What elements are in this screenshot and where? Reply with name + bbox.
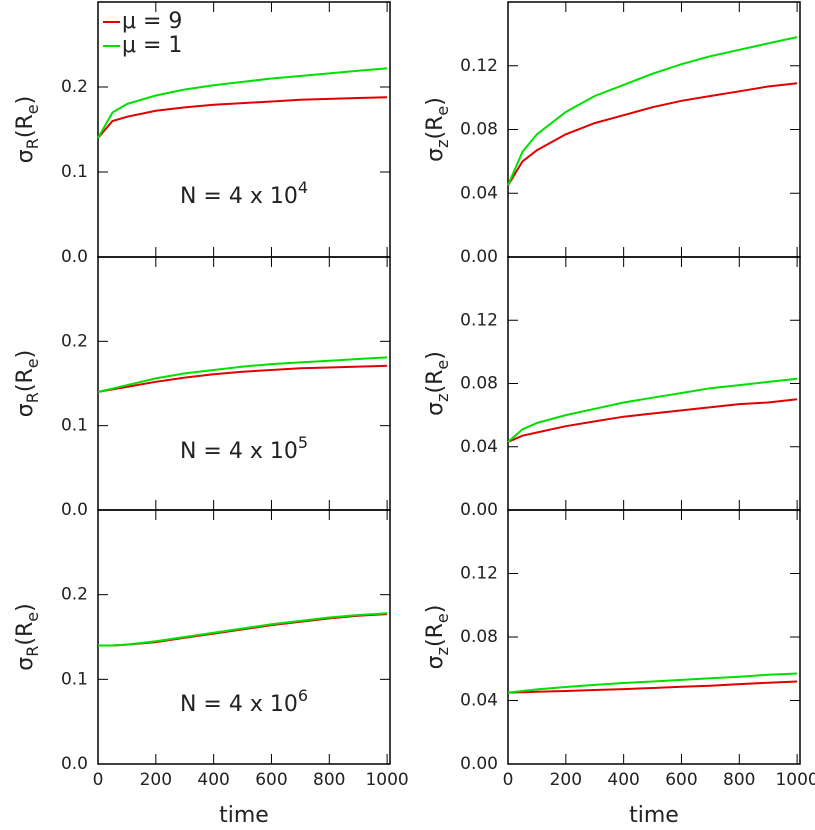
x-tick-label: 0: [503, 770, 514, 790]
annotation-part: N = 4 x 10: [180, 439, 298, 464]
y-tick-label: 0.00: [460, 500, 498, 520]
annotation-part: 6: [298, 686, 308, 705]
y-axis-label-part: R: [23, 138, 42, 149]
y-axis-label: σz(Re): [423, 351, 452, 416]
y-axis-label-part: e: [23, 104, 42, 114]
y-axis-label-part: ): [423, 351, 448, 360]
y-axis-label-part: σ: [13, 657, 38, 671]
annotation-part: 5: [298, 433, 308, 452]
y-tick-label: 0.0: [61, 500, 88, 520]
annotation: N = 4 x 105: [180, 433, 308, 465]
plot-frame: [97, 509, 391, 765]
y-tick-label: 0.08: [460, 627, 498, 647]
series-line: [97, 67, 388, 139]
x-tick-label: 200: [140, 770, 172, 790]
y-axis-label-part: σ: [423, 402, 448, 416]
y-axis-label-part: ): [423, 97, 448, 106]
y-axis-label-part: ): [13, 96, 38, 105]
legend-label: μ = 1: [122, 33, 182, 58]
y-tick-label: 0.1: [61, 669, 88, 689]
x-tick-label: 800: [723, 770, 755, 790]
annotation-part: 4: [298, 178, 308, 197]
y-axis-label-part: z: [433, 647, 452, 655]
y-tick-label: 0.04: [460, 691, 498, 711]
x-tick-label: 1000: [775, 770, 815, 790]
annotation: N = 4 x 104: [180, 178, 308, 210]
y-axis-label-part: z: [433, 393, 452, 401]
y-axis-label: σR(Re): [13, 96, 42, 163]
series-line: [507, 377, 798, 443]
y-tick-label: 0.00: [460, 754, 498, 774]
y-axis-label-part: e: [433, 360, 452, 370]
annotation: N = 4 x 106: [180, 686, 308, 718]
y-tick-label: 0.04: [460, 183, 498, 203]
y-axis-label-part: (R: [423, 370, 448, 394]
y-tick-label: 0.12: [460, 310, 498, 330]
y-axis-label: σz(Re): [423, 605, 452, 670]
y-tick-label: 0.12: [460, 56, 498, 76]
y-axis-label-part: ): [13, 603, 38, 612]
x-tick-label: 600: [665, 770, 697, 790]
series-line: [507, 672, 798, 694]
y-axis-label: σR(Re): [13, 603, 42, 670]
y-axis-label-part: e: [433, 106, 452, 116]
y-tick-label: 0.08: [460, 120, 498, 140]
series-line: [507, 36, 798, 186]
y-axis-label-part: (R: [423, 623, 448, 647]
series-line: [97, 96, 388, 139]
series-line: [97, 364, 388, 393]
series-line: [97, 356, 388, 393]
series-line: [507, 398, 798, 443]
series-line: [507, 680, 798, 694]
y-axis-label: σz(Re): [423, 97, 452, 162]
x-tick-label: 0: [93, 770, 104, 790]
y-axis-label-part: ): [13, 350, 38, 359]
x-tick-label: 800: [313, 770, 345, 790]
annotation-part: N = 4 x 10: [180, 692, 298, 717]
y-axis-label-part: σ: [13, 403, 38, 417]
x-axis-label: time: [219, 803, 269, 828]
y-axis-label-part: R: [23, 392, 42, 403]
x-axis-label: time: [629, 803, 679, 828]
x-tick-label: 400: [197, 770, 229, 790]
y-tick-label: 0.2: [61, 585, 88, 605]
y-axis-label-part: e: [23, 612, 42, 622]
y-axis-label-part: ): [423, 605, 448, 614]
y-tick-label: 0.04: [460, 437, 498, 457]
y-tick-label: 0.2: [61, 331, 88, 351]
y-tick-label: 0.1: [61, 162, 88, 182]
annotation-part: N = 4 x 10: [180, 184, 298, 209]
x-tick-label: 400: [607, 770, 639, 790]
y-axis-label-part: (R: [13, 368, 38, 392]
y-tick-label: 0.12: [460, 564, 498, 584]
plot-frame: [507, 509, 801, 765]
y-tick-label: 0.0: [61, 754, 88, 774]
y-axis-label-part: σ: [423, 148, 448, 162]
y-axis-label: σR(Re): [13, 350, 42, 417]
y-tick-label: 0.2: [61, 77, 88, 97]
x-tick-label: 600: [255, 770, 287, 790]
y-axis-label-part: R: [23, 646, 42, 657]
y-axis-label-part: (R: [13, 622, 38, 646]
x-tick-label: 200: [550, 770, 582, 790]
y-axis-label-part: (R: [13, 114, 38, 138]
y-axis-label-part: e: [433, 613, 452, 623]
y-tick-label: 0.08: [460, 374, 498, 394]
y-axis-label-part: σ: [423, 655, 448, 669]
legend-label: μ = 9: [122, 9, 182, 34]
series-line: [98, 612, 388, 647]
y-axis-label-part: (R: [423, 116, 448, 140]
y-tick-label: 0.1: [61, 416, 88, 436]
y-tick-label: 0.0: [61, 247, 88, 267]
y-axis-label-part: z: [433, 139, 452, 147]
series-line: [507, 82, 798, 186]
series-line: [98, 613, 388, 647]
y-axis-label-part: σ: [13, 149, 38, 163]
y-tick-label: 0.00: [460, 247, 498, 267]
y-axis-label-part: e: [23, 358, 42, 368]
plot-frame: [507, 1, 801, 258]
x-tick-label: 1000: [365, 770, 408, 790]
